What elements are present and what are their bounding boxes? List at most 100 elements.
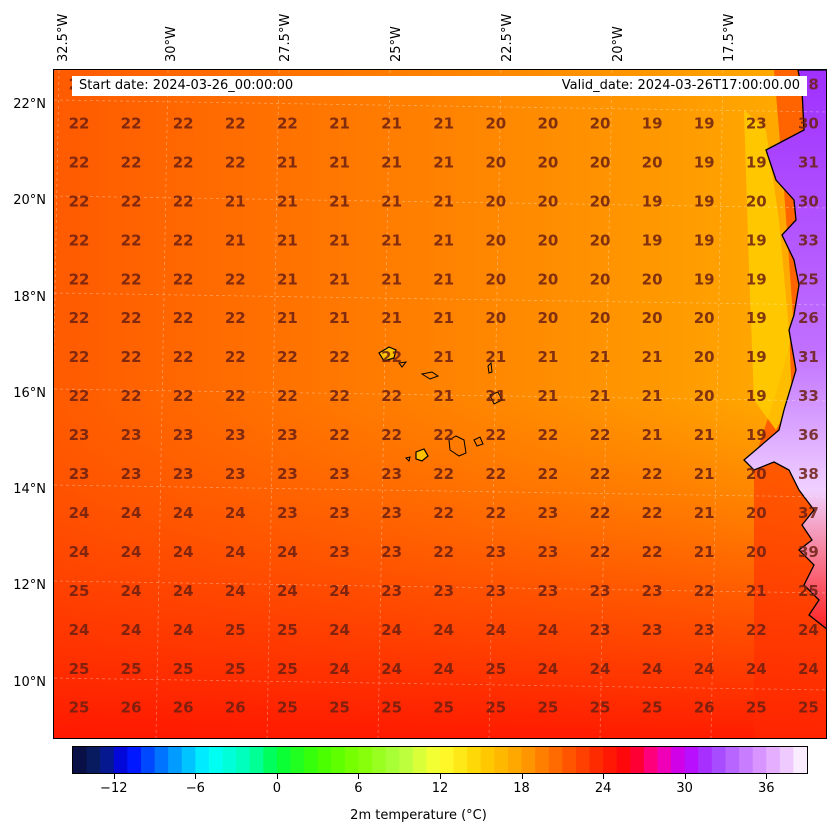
temperature-value: 24 bbox=[121, 621, 142, 639]
temperature-value: 21 bbox=[590, 387, 611, 405]
colorbar-title: 2m temperature (°C) bbox=[350, 808, 487, 823]
temperature-value: 23 bbox=[485, 543, 506, 561]
temperature-value: 21 bbox=[225, 192, 246, 210]
temperature-value: 25 bbox=[69, 582, 90, 600]
temperature-value: 24 bbox=[69, 543, 90, 561]
temperature-value: 23 bbox=[746, 114, 767, 132]
temperature-value: 23 bbox=[694, 621, 715, 639]
lon-label: 32.5°W bbox=[56, 13, 71, 62]
temperature-value: 22 bbox=[121, 348, 142, 366]
temperature-value: 20 bbox=[746, 543, 767, 561]
temperature-value: 23 bbox=[485, 582, 506, 600]
temperature-value: 19 bbox=[694, 270, 715, 288]
temperature-value: 23 bbox=[225, 465, 246, 483]
temperature-value: 39 bbox=[798, 543, 819, 561]
temperature-value: 24 bbox=[69, 621, 90, 639]
cape-verde-island-5 bbox=[489, 391, 503, 405]
temperature-value: 24 bbox=[537, 621, 558, 639]
temperature-value: 22 bbox=[433, 543, 454, 561]
colorbar-segment bbox=[752, 747, 767, 773]
temperature-value: 25 bbox=[798, 582, 819, 600]
cape-verde-island-2 bbox=[398, 361, 408, 368]
temperature-value: 21 bbox=[329, 192, 350, 210]
temperature-value: 20 bbox=[485, 114, 506, 132]
temperature-value: 23 bbox=[433, 582, 454, 600]
lat-label: 14°N bbox=[13, 482, 46, 497]
temperature-value: 22 bbox=[590, 504, 611, 522]
temperature-value: 21 bbox=[329, 231, 350, 249]
temperature-value: 19 bbox=[642, 192, 663, 210]
temperature-value: 24 bbox=[121, 504, 142, 522]
temperature-value: 22 bbox=[381, 426, 402, 444]
temperature-value: 21 bbox=[277, 192, 298, 210]
temperature-value: 23 bbox=[381, 543, 402, 561]
temperature-value: 24 bbox=[121, 543, 142, 561]
temperature-value: 20 bbox=[694, 309, 715, 327]
temperature-value: 20 bbox=[694, 348, 715, 366]
colorbar-tick-label: 30 bbox=[676, 781, 693, 796]
temperature-value: 22 bbox=[225, 270, 246, 288]
temperature-value: 25 bbox=[590, 699, 611, 717]
temperature-value: 21 bbox=[381, 114, 402, 132]
temperature-value: 21 bbox=[433, 348, 454, 366]
temperature-value: 19 bbox=[746, 387, 767, 405]
temperature-value: 36 bbox=[798, 426, 819, 444]
temperature-value: 26 bbox=[798, 309, 819, 327]
temperature-value: 26 bbox=[694, 699, 715, 717]
colorbar-segment bbox=[140, 747, 156, 773]
temperature-value: 22 bbox=[121, 231, 142, 249]
temperature-value: 20 bbox=[642, 309, 663, 327]
temperature-value: 20 bbox=[485, 270, 506, 288]
temperature-value: 24 bbox=[121, 582, 142, 600]
colorbar-segment bbox=[208, 747, 224, 773]
temperature-value: 21 bbox=[381, 270, 402, 288]
south-warm-band bbox=[54, 400, 826, 738]
temperature-value: 23 bbox=[590, 621, 611, 639]
temperature-value: 23 bbox=[537, 543, 558, 561]
colorbar-segment bbox=[358, 747, 373, 773]
temperature-value: 20 bbox=[537, 270, 558, 288]
temperature-value: 38 bbox=[798, 465, 819, 483]
date-header: Start date: 2024-03-26_00:00:00 Valid_da… bbox=[72, 76, 807, 96]
temperature-value: 21 bbox=[485, 387, 506, 405]
temperature-value: 21 bbox=[329, 270, 350, 288]
temperature-value: 22 bbox=[590, 465, 611, 483]
temperature-value: 23 bbox=[121, 465, 142, 483]
cape-verde-island-3 bbox=[420, 371, 440, 380]
temperature-value: 21 bbox=[642, 387, 663, 405]
temperature-value: 22 bbox=[121, 387, 142, 405]
colorbar-segment bbox=[494, 747, 509, 773]
temperature-value: 22 bbox=[642, 465, 663, 483]
temperature-value: 21 bbox=[277, 231, 298, 249]
temperature-value: 21 bbox=[433, 231, 454, 249]
colorbar-segment bbox=[467, 747, 482, 773]
colorbar-segment bbox=[480, 747, 495, 773]
colorbar-segment bbox=[440, 747, 455, 773]
coastal-yellow-strip bbox=[744, 110, 792, 430]
temperature-value: 22 bbox=[173, 348, 194, 366]
temperature-value: 23 bbox=[121, 426, 142, 444]
temperature-value: 21 bbox=[433, 387, 454, 405]
temperature-value: 22 bbox=[121, 192, 142, 210]
colorbar-segment bbox=[263, 747, 278, 773]
colorbar-segment bbox=[344, 747, 360, 773]
temperature-value: 19 bbox=[694, 153, 715, 171]
temperature-value: 22 bbox=[225, 114, 246, 132]
temperature-value: 25 bbox=[485, 660, 506, 678]
temperature-value: 23 bbox=[173, 465, 194, 483]
lon-label: 22.5°W bbox=[500, 13, 515, 62]
colorbar-segment bbox=[711, 747, 727, 773]
temperature-value: 20 bbox=[485, 231, 506, 249]
colorbar-tick-mark bbox=[766, 774, 768, 779]
temperature-value: 21 bbox=[537, 387, 558, 405]
map-panel: 2222222222212121212020202020282222222222… bbox=[53, 69, 827, 739]
temperature-value: 22 bbox=[173, 270, 194, 288]
colorbar-segment bbox=[317, 747, 332, 773]
colorbar-segment bbox=[331, 747, 346, 773]
temperature-value: 20 bbox=[694, 387, 715, 405]
temperature-value: 22 bbox=[642, 543, 663, 561]
lat-label: 22°N bbox=[13, 97, 46, 112]
lat-label: 20°N bbox=[13, 193, 46, 208]
colorbar-tick-label: 36 bbox=[757, 781, 775, 796]
temperature-value: 21 bbox=[590, 348, 611, 366]
